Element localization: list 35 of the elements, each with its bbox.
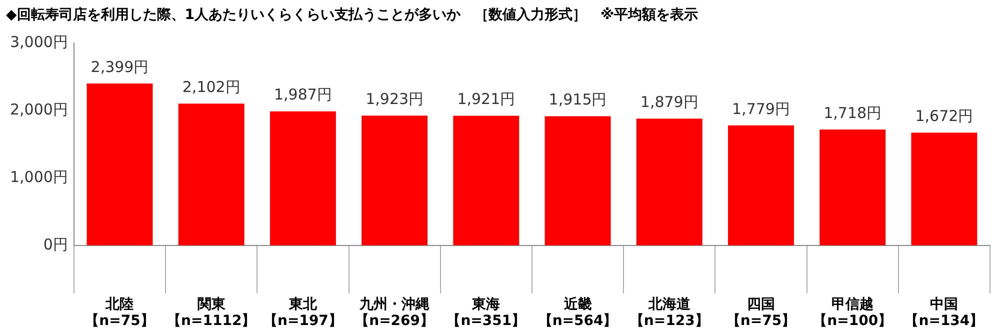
bar <box>362 116 428 246</box>
y-tick-label: 2,000円 <box>10 100 68 118</box>
data-label: 1,879円 <box>640 93 698 112</box>
bar <box>728 125 794 246</box>
chart-title: ◆回転寿司店を利用した際、1人あたりいくらくらい支払うことが多いか ［数値入力形式］ ※平均額を表示 <box>5 6 700 25</box>
bar <box>820 129 886 246</box>
bar <box>86 84 153 246</box>
x-tick-label: 北陸【n=75】 <box>85 296 154 330</box>
bar <box>178 104 244 246</box>
bar <box>544 116 611 246</box>
x-tick-label: 四国【n=75】 <box>726 296 796 330</box>
data-label: 2,399円 <box>90 58 149 76</box>
bar <box>911 132 978 246</box>
data-label: 1,718円 <box>824 104 882 122</box>
x-tick-label: 東海【n=351】 <box>446 296 526 330</box>
data-label: 1,921円 <box>457 90 516 108</box>
x-tick-label: 中国【n=134】 <box>904 296 984 330</box>
x-tick-label: 九州・沖縄【n=269】 <box>355 296 434 330</box>
data-label: 1,779円 <box>732 100 790 118</box>
y-tick-label: 0円 <box>43 235 68 254</box>
x-tick-label: 近畿【n=564】 <box>538 295 618 330</box>
x-tick-label: 甲信越【n=100】 <box>813 296 892 330</box>
x-tick-label: 東北【n=197】 <box>263 296 342 330</box>
data-label: 1,923円 <box>366 90 424 108</box>
data-label: 1,672円 <box>915 106 974 125</box>
bar <box>453 116 520 246</box>
bar <box>270 111 336 246</box>
x-tick-label: 関東【n=1112】 <box>167 296 256 330</box>
data-label: 1,915円 <box>548 90 607 109</box>
data-label: 2,102円 <box>182 78 240 96</box>
bar <box>636 118 702 246</box>
y-tick-label: 3,000円 <box>10 32 68 51</box>
y-tick-label: 1,000円 <box>10 168 68 186</box>
data-label: 1,987円 <box>274 86 332 104</box>
x-tick-label: 北海道【n=123】 <box>630 296 709 330</box>
